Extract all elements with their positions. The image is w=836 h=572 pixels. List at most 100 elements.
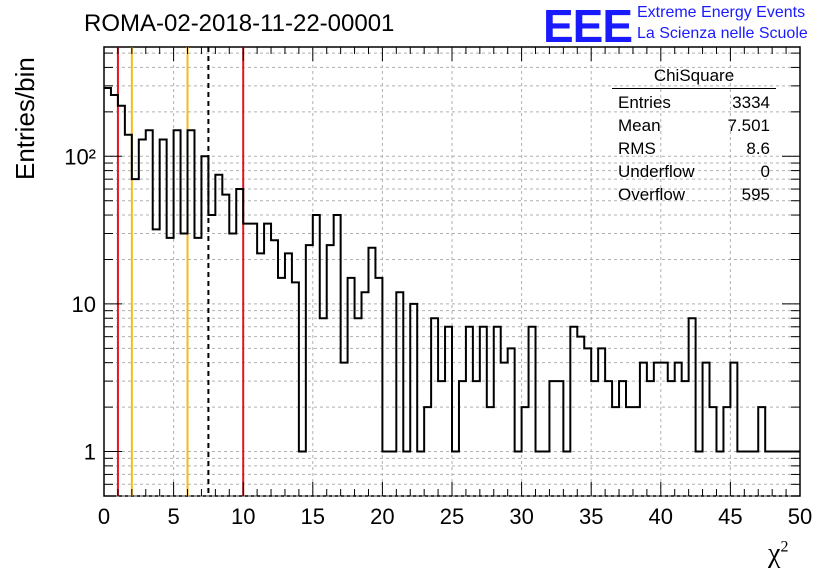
axis-ticks xyxy=(103,47,801,497)
stats-row-underflow: Underflow 0 xyxy=(612,160,776,183)
histogram-bin xyxy=(675,363,682,496)
histogram-bin xyxy=(480,327,487,496)
histogram-bin xyxy=(285,253,292,496)
histogram-bin xyxy=(201,156,208,496)
histogram-bin xyxy=(473,381,480,496)
histogram-bin xyxy=(132,179,139,496)
chart-title: ROMA-02-2018-11-22-00001 xyxy=(84,10,395,37)
x-tick-label: 30 xyxy=(509,504,533,529)
stats-box: ChiSquare Entries 3334 Mean 7.501 RMS 8.… xyxy=(612,66,776,206)
histogram-bin xyxy=(682,381,689,496)
histogram-bin xyxy=(556,381,563,496)
stats-value: 0 xyxy=(760,162,770,181)
x-tick-label: 25 xyxy=(440,504,464,529)
x-axis-label: χ2 xyxy=(768,538,788,570)
histogram-bin xyxy=(229,233,236,496)
histogram-bin xyxy=(188,130,195,496)
histogram-outline xyxy=(104,87,800,453)
histogram-bin xyxy=(703,363,710,496)
histogram-bin xyxy=(243,224,250,496)
x-axis-label-symbol: χ xyxy=(768,538,781,569)
histogram-bin xyxy=(111,95,118,496)
histogram-bin xyxy=(549,381,556,496)
histogram-bin xyxy=(508,348,515,496)
stats-row-overflow: Overflow 595 xyxy=(612,183,776,206)
histogram-bin xyxy=(236,189,243,496)
stats-value: 7.501 xyxy=(727,116,770,135)
histogram-bin xyxy=(459,381,466,496)
y-tick-label: 1 xyxy=(84,440,96,465)
stats-box-title: ChiSquare xyxy=(612,66,776,89)
histogram-bin xyxy=(654,363,661,496)
stats-value: 3334 xyxy=(732,93,770,112)
histogram-bin xyxy=(730,363,737,496)
stats-row-entries: Entries 3334 xyxy=(612,91,776,114)
logo-caption-line1: Extreme Energy Events xyxy=(637,4,806,21)
x-tick-label: 0 xyxy=(98,504,110,529)
histogram-bin xyxy=(466,327,473,496)
histogram-bin xyxy=(591,381,598,496)
histogram-bin xyxy=(146,130,153,496)
histogram-bin xyxy=(570,327,577,496)
histogram-bin xyxy=(194,238,201,496)
y-tick-label: 10² xyxy=(64,144,96,169)
stats-row-rms: RMS 8.6 xyxy=(612,137,776,160)
histogram-bin xyxy=(619,381,626,496)
histogram-bin xyxy=(661,363,668,496)
stats-row-mean: Mean 7.501 xyxy=(612,114,776,137)
x-tick-label: 15 xyxy=(301,504,325,529)
stats-label: Underflow xyxy=(618,162,695,181)
x-tick-label: 45 xyxy=(718,504,742,529)
histogram-bin xyxy=(250,224,257,496)
histogram-bin xyxy=(215,175,222,496)
histogram-bin xyxy=(529,327,536,496)
histogram-bin xyxy=(577,337,584,496)
histogram-bin xyxy=(598,348,605,496)
histogram-bin xyxy=(334,215,341,496)
x-tick-label: 35 xyxy=(579,504,603,529)
histogram-bin xyxy=(501,363,508,496)
histogram-bin xyxy=(341,363,348,496)
histogram-bin xyxy=(167,238,174,496)
x-tick-label: 10 xyxy=(231,504,255,529)
histogram-bin xyxy=(208,215,215,496)
stats-label: Mean xyxy=(618,116,661,135)
x-axis-label-exponent: 2 xyxy=(780,538,789,556)
x-tick-label: 50 xyxy=(788,504,812,529)
x-tick-label: 5 xyxy=(167,504,179,529)
histogram-bin xyxy=(222,195,229,496)
x-tick-label: 20 xyxy=(370,504,394,529)
histogram-bin xyxy=(104,88,111,496)
histogram-bin xyxy=(584,348,591,496)
histogram-bin xyxy=(181,233,188,496)
axis-tick-labels: 0 5 10 15 20 25 30 35 40 45 50 1 10 10² xyxy=(64,144,812,529)
histogram-bin xyxy=(264,224,271,496)
histogram-bin xyxy=(668,381,675,496)
histogram-bin xyxy=(118,106,125,496)
histogram-bin xyxy=(494,327,501,496)
y-axis-label-box: Entries/bin xyxy=(6,57,40,188)
stats-value: 8.6 xyxy=(746,139,770,158)
histogram-bin xyxy=(292,282,299,496)
histogram-bin xyxy=(605,381,612,496)
histogram-bin xyxy=(445,327,452,496)
histogram xyxy=(104,87,800,496)
histogram-bin xyxy=(640,363,647,496)
stats-label: Overflow xyxy=(618,185,686,204)
histogram-bin xyxy=(313,215,320,496)
reference-lines xyxy=(116,47,245,496)
logo-caption-line2: La Scienza nelle Scuole xyxy=(637,25,808,42)
histogram-bin xyxy=(410,304,417,496)
x-tick-label: 40 xyxy=(649,504,673,529)
y-axis-label: Entries/bin xyxy=(10,57,40,180)
histogram-bin xyxy=(647,381,654,496)
histogram-bin xyxy=(271,240,278,496)
stats-label: Entries xyxy=(618,93,671,112)
histogram-bin xyxy=(174,130,181,496)
logo-eee: EEE xyxy=(543,0,633,52)
histogram-bin xyxy=(257,253,264,496)
stats-label: RMS xyxy=(618,139,656,158)
y-tick-label: 10 xyxy=(72,292,96,317)
stats-value: 595 xyxy=(741,185,770,204)
